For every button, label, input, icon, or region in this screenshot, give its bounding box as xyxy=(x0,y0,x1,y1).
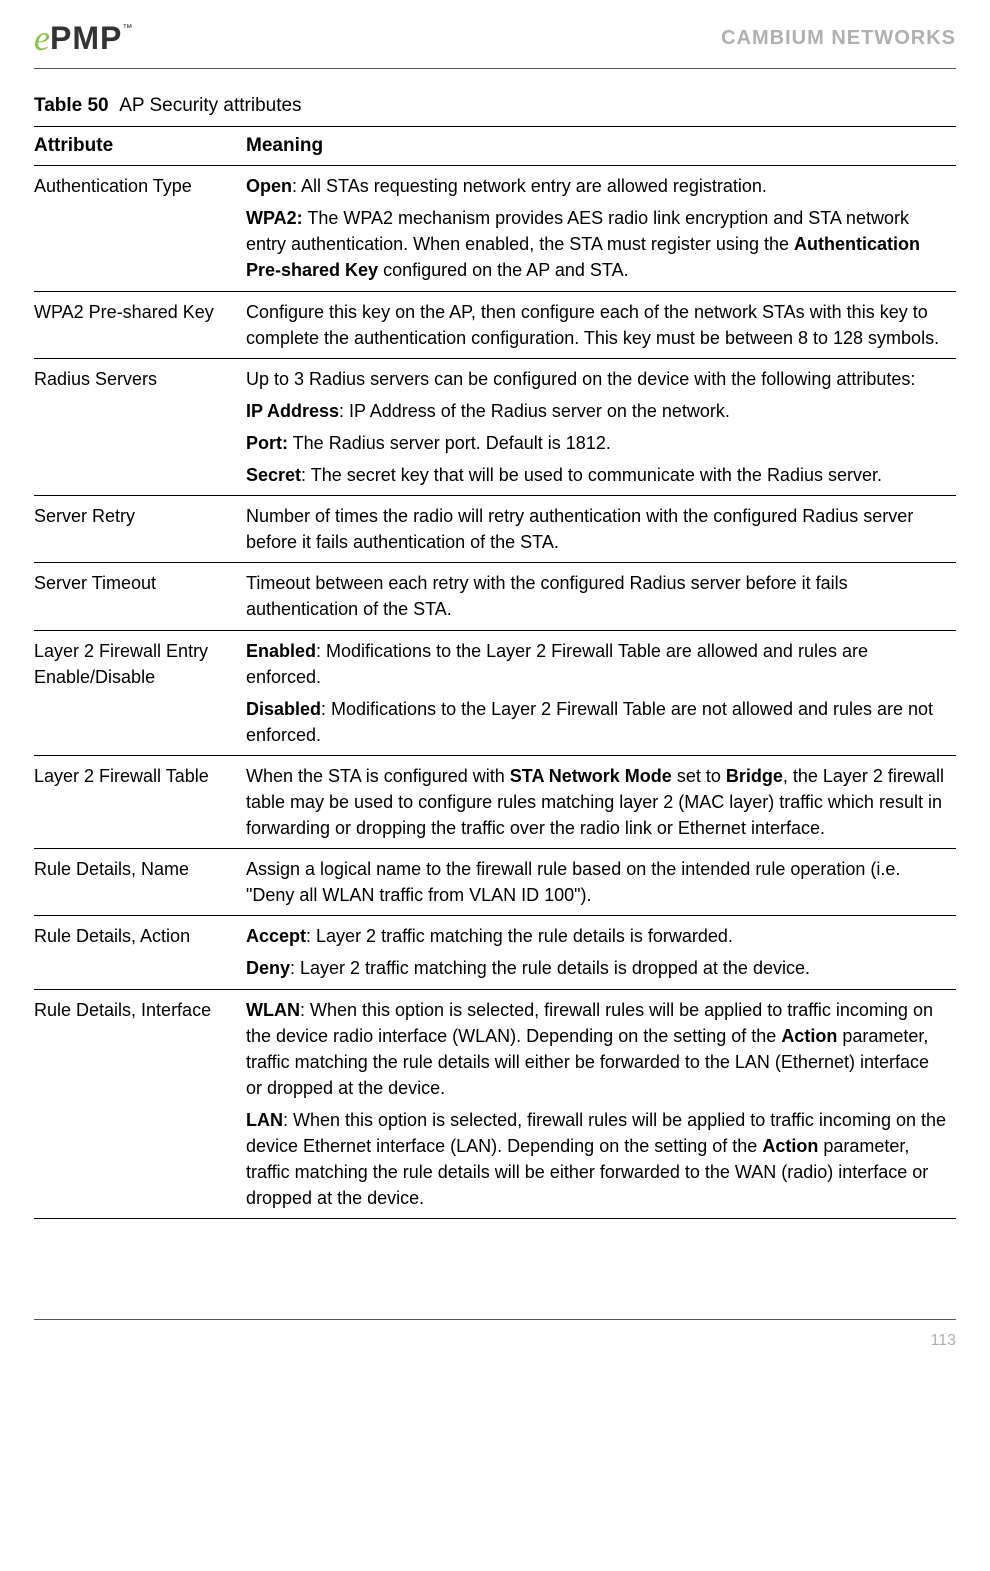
logo-e-icon: e xyxy=(34,20,50,56)
logo: e PMP ™ xyxy=(34,20,132,56)
logo-pmp-text: PMP xyxy=(50,22,122,54)
table-row: Server Retry Number of times the radio w… xyxy=(34,496,956,563)
meaning-cell: Configure this key on the AP, then confi… xyxy=(246,291,956,358)
table-row: Rule Details, Interface WLAN: When this … xyxy=(34,989,956,1219)
attr-cell: WPA2 Pre-shared Key xyxy=(34,291,246,358)
table-caption: Table 50 AP Security attributes xyxy=(34,93,956,120)
attr-cell: Rule Details, Name xyxy=(34,849,246,916)
attr-cell: Authentication Type xyxy=(34,166,246,291)
attr-cell: Layer 2 Firewall Table xyxy=(34,755,246,848)
table-label: Table 50 xyxy=(34,95,109,116)
company-name: CAMBIUM NETWORKS xyxy=(721,24,956,52)
page-footer: 113 xyxy=(34,1319,956,1352)
table-row: Rule Details, Name Assign a logical name… xyxy=(34,849,956,916)
table-title: AP Security attributes xyxy=(119,95,301,116)
column-header-meaning: Meaning xyxy=(246,126,956,166)
meaning-cell: Accept: Layer 2 traffic matching the rul… xyxy=(246,916,956,989)
meaning-cell: Open: All STAs requesting network entry … xyxy=(246,166,956,291)
attributes-table: Attribute Meaning Authentication Type Op… xyxy=(34,126,956,1220)
meaning-cell: Number of times the radio will retry aut… xyxy=(246,496,956,563)
page-header: e PMP ™ CAMBIUM NETWORKS xyxy=(34,20,956,69)
attr-cell: Rule Details, Action xyxy=(34,916,246,989)
table-row: Radius Servers Up to 3 Radius servers ca… xyxy=(34,358,956,495)
logo-tm: ™ xyxy=(122,22,132,36)
meaning-cell: Enabled: Modifications to the Layer 2 Fi… xyxy=(246,630,956,755)
table-row: Rule Details, Action Accept: Layer 2 tra… xyxy=(34,916,956,989)
column-header-attribute: Attribute xyxy=(34,126,246,166)
meaning-cell: Timeout between each retry with the conf… xyxy=(246,563,956,630)
table-row: Layer 2 Firewall Entry Enable/Disable En… xyxy=(34,630,956,755)
meaning-cell: Up to 3 Radius servers can be configured… xyxy=(246,358,956,495)
meaning-cell: Assign a logical name to the firewall ru… xyxy=(246,849,956,916)
page-number: 113 xyxy=(930,1332,956,1349)
attr-cell: Rule Details, Interface xyxy=(34,989,246,1219)
attr-cell: Server Retry xyxy=(34,496,246,563)
table-row: Server Timeout Timeout between each retr… xyxy=(34,563,956,630)
meaning-cell: WLAN: When this option is selected, fire… xyxy=(246,989,956,1219)
table-row: Authentication Type Open: All STAs reque… xyxy=(34,166,956,291)
meaning-cell: When the STA is configured with STA Netw… xyxy=(246,755,956,848)
attr-cell: Radius Servers xyxy=(34,358,246,495)
attr-cell: Layer 2 Firewall Entry Enable/Disable xyxy=(34,630,246,755)
attr-cell: Server Timeout xyxy=(34,563,246,630)
table-row: WPA2 Pre-shared Key Configure this key o… xyxy=(34,291,956,358)
table-row: Layer 2 Firewall Table When the STA is c… xyxy=(34,755,956,848)
